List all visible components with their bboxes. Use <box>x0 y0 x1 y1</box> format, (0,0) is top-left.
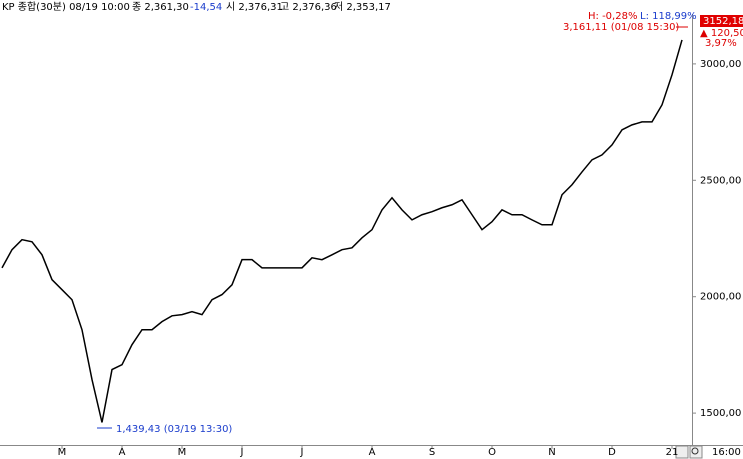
tool-button[interactable] <box>675 445 689 459</box>
chart-title: KP 종합(30분) 08/19 10:00 <box>2 1 130 13</box>
y-tick-label: 1500,00 <box>700 408 741 419</box>
time-label: 16:00 <box>712 447 741 458</box>
last-price: 3152,18 <box>703 16 743 27</box>
x-tick-label: M <box>58 447 67 458</box>
x-tick-label: M <box>178 447 187 458</box>
low-point-label: 1,439,43 (03/19 13:30) <box>116 424 232 435</box>
zoom-icon <box>691 447 699 455</box>
last-price-box <box>700 15 743 27</box>
x-tick-label: A <box>369 447 376 458</box>
x-tick-label: A <box>119 447 126 458</box>
x-tick-label: J <box>300 447 304 458</box>
low-pct: L: 118,99% <box>640 11 697 22</box>
x-tick-label: 21 <box>666 447 679 458</box>
quote-change: -14,54 <box>190 2 222 13</box>
high-pct: H: -0,28% <box>588 11 637 22</box>
y-tick-label: 3000,00 <box>700 59 741 70</box>
quote-high: 고 2,376,36 <box>280 2 337 13</box>
quote-close: 종 2,361,30 <box>132 1 189 13</box>
quote-low: 저 2,353,17 <box>334 1 391 13</box>
y-tick-label: 2500,00 <box>700 175 741 186</box>
high-point-label: 3,161,11 (01/08 15:30) <box>563 22 679 33</box>
last-change-pct: 3,97% <box>705 38 737 49</box>
price-line <box>1 39 683 423</box>
x-tick-label: S <box>429 447 435 458</box>
x-tick-label: N <box>548 447 555 458</box>
x-tick-label: D <box>608 447 616 458</box>
x-tick-label: O <box>488 447 496 458</box>
quote-open: 시 2,376,31 <box>226 1 283 13</box>
y-tick-label: 2000,00 <box>700 292 741 303</box>
x-tick-label: J <box>240 447 244 458</box>
last-change: ▲ 120,50 <box>700 28 743 39</box>
